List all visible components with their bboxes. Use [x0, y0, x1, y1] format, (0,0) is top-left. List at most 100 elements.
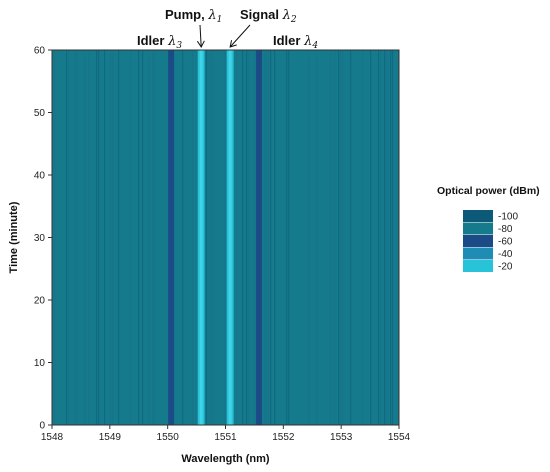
noise-stripe	[242, 50, 244, 425]
noise-stripe	[384, 50, 386, 425]
spectral-line-core	[228, 50, 232, 425]
colorbar-label: -40	[498, 249, 513, 260]
noise-stripe	[226, 50, 228, 425]
noise-stripe	[362, 50, 364, 425]
noise-stripe	[370, 50, 372, 425]
noise-stripe	[224, 50, 226, 425]
noise-stripe	[182, 50, 184, 425]
y-tick-label: 10	[34, 358, 46, 369]
noise-stripe	[270, 50, 272, 425]
spectral-line-idler-4	[256, 50, 262, 425]
colorbar-legend: -100-80 -60-40 -20	[463, 210, 518, 273]
noise-stripe	[88, 50, 90, 425]
noise-stripe	[208, 50, 210, 425]
colorbar-swatch	[463, 222, 493, 235]
noise-stripe	[316, 50, 318, 425]
noise-stripe	[286, 50, 288, 425]
y-tick-label: 50	[34, 108, 46, 119]
y-tick-label: 60	[34, 46, 46, 57]
x-tick-label: 1549	[99, 432, 122, 443]
noise-stripe	[212, 50, 214, 425]
noise-stripe	[138, 50, 140, 425]
annotations: Idler λ3 Pump, λ1 Signal λ2 Idler λ4	[137, 7, 318, 51]
heatmap-area	[52, 50, 400, 425]
noise-stripe	[350, 50, 352, 425]
y-axis-title: Time (minute)	[8, 201, 20, 273]
noise-stripe	[152, 50, 154, 425]
noise-stripe	[154, 50, 156, 425]
colorbar-label: -60	[498, 237, 513, 248]
noise-stripe	[68, 50, 70, 425]
noise-stripe	[264, 50, 266, 425]
noise-stripe	[130, 50, 132, 425]
colorbar-label: -80	[498, 224, 513, 235]
noise-stripe	[378, 50, 380, 425]
noise-stripe	[390, 50, 392, 425]
x-tick-label: 1552	[272, 432, 295, 443]
x-tick-label: 1554	[388, 432, 411, 443]
noise-stripe	[76, 50, 78, 425]
colorbar-label: -100	[498, 212, 518, 223]
noise-stripe	[288, 50, 290, 425]
y-tick-label: 20	[34, 296, 46, 307]
colorbar-swatch	[463, 247, 493, 260]
noise-stripe	[386, 50, 388, 425]
noise-stripe	[340, 50, 342, 425]
noise-stripe	[206, 50, 208, 425]
noise-stripe	[112, 50, 114, 425]
noise-stripe	[248, 50, 250, 425]
y-tick-label: 30	[34, 233, 46, 244]
noise-stripe	[246, 50, 248, 425]
noise-stripe	[66, 50, 68, 425]
noise-stripe	[342, 50, 344, 425]
x-axis-title: Wavelength (nm)	[181, 453, 270, 465]
noise-stripe	[84, 50, 86, 425]
noise-stripe	[274, 50, 276, 425]
noise-stripe	[74, 50, 76, 425]
annotation-arrow-head	[229, 40, 237, 48]
noise-stripe	[104, 50, 106, 425]
noise-stripe	[266, 50, 268, 425]
annotation-label: Pump, λ1	[165, 7, 222, 25]
spectral-line-idler-3	[168, 50, 175, 425]
colorbar-swatch	[463, 210, 493, 222]
noise-stripe	[236, 50, 238, 425]
noise-stripe	[330, 50, 332, 425]
annotation-label: Idler λ3	[137, 33, 182, 51]
annotation-label: Signal λ2	[240, 7, 297, 25]
x-tick-label: 1548	[41, 432, 64, 443]
noise-stripe	[338, 50, 340, 425]
noise-stripe	[210, 50, 212, 425]
noise-stripe	[308, 50, 310, 425]
x-tick-label: 1550	[157, 432, 180, 443]
x-tick-label: 1553	[330, 432, 353, 443]
annotation-label: Idler λ4	[273, 33, 318, 51]
y-tick-label: 40	[34, 171, 46, 182]
x-tick-label: 1551	[214, 432, 237, 443]
noise-stripe	[392, 50, 394, 425]
annotation-arrow-line	[199, 24, 202, 48]
colorbar-title: Optical power (dBm)	[437, 185, 540, 197]
noise-stripe	[268, 50, 270, 425]
y-tick-label: 0	[39, 421, 45, 432]
noise-stripe	[192, 50, 194, 425]
annotation-arrow-head	[196, 40, 205, 48]
colorbar-label: -20	[498, 262, 513, 273]
noise-stripe	[254, 50, 256, 425]
colorbar-swatch	[463, 260, 493, 272]
noise-stripe	[54, 50, 56, 425]
noise-stripe	[380, 50, 382, 425]
noise-stripe	[334, 50, 336, 425]
axes: 1548 1549 1550 1551 1552 1553 1554 0 10 20 30 40 50 6…	[34, 46, 411, 444]
noise-stripe	[96, 50, 98, 425]
noise-stripe	[142, 50, 144, 425]
annotation-arrow-line	[229, 24, 251, 48]
noise-stripe	[148, 50, 150, 425]
colorbar-swatch	[463, 235, 493, 247]
spectral-line-core	[199, 50, 203, 425]
noise-stripe	[118, 50, 120, 425]
noise-stripe	[110, 50, 112, 425]
noise-stripe	[98, 50, 100, 425]
heatmap-background	[52, 50, 399, 425]
